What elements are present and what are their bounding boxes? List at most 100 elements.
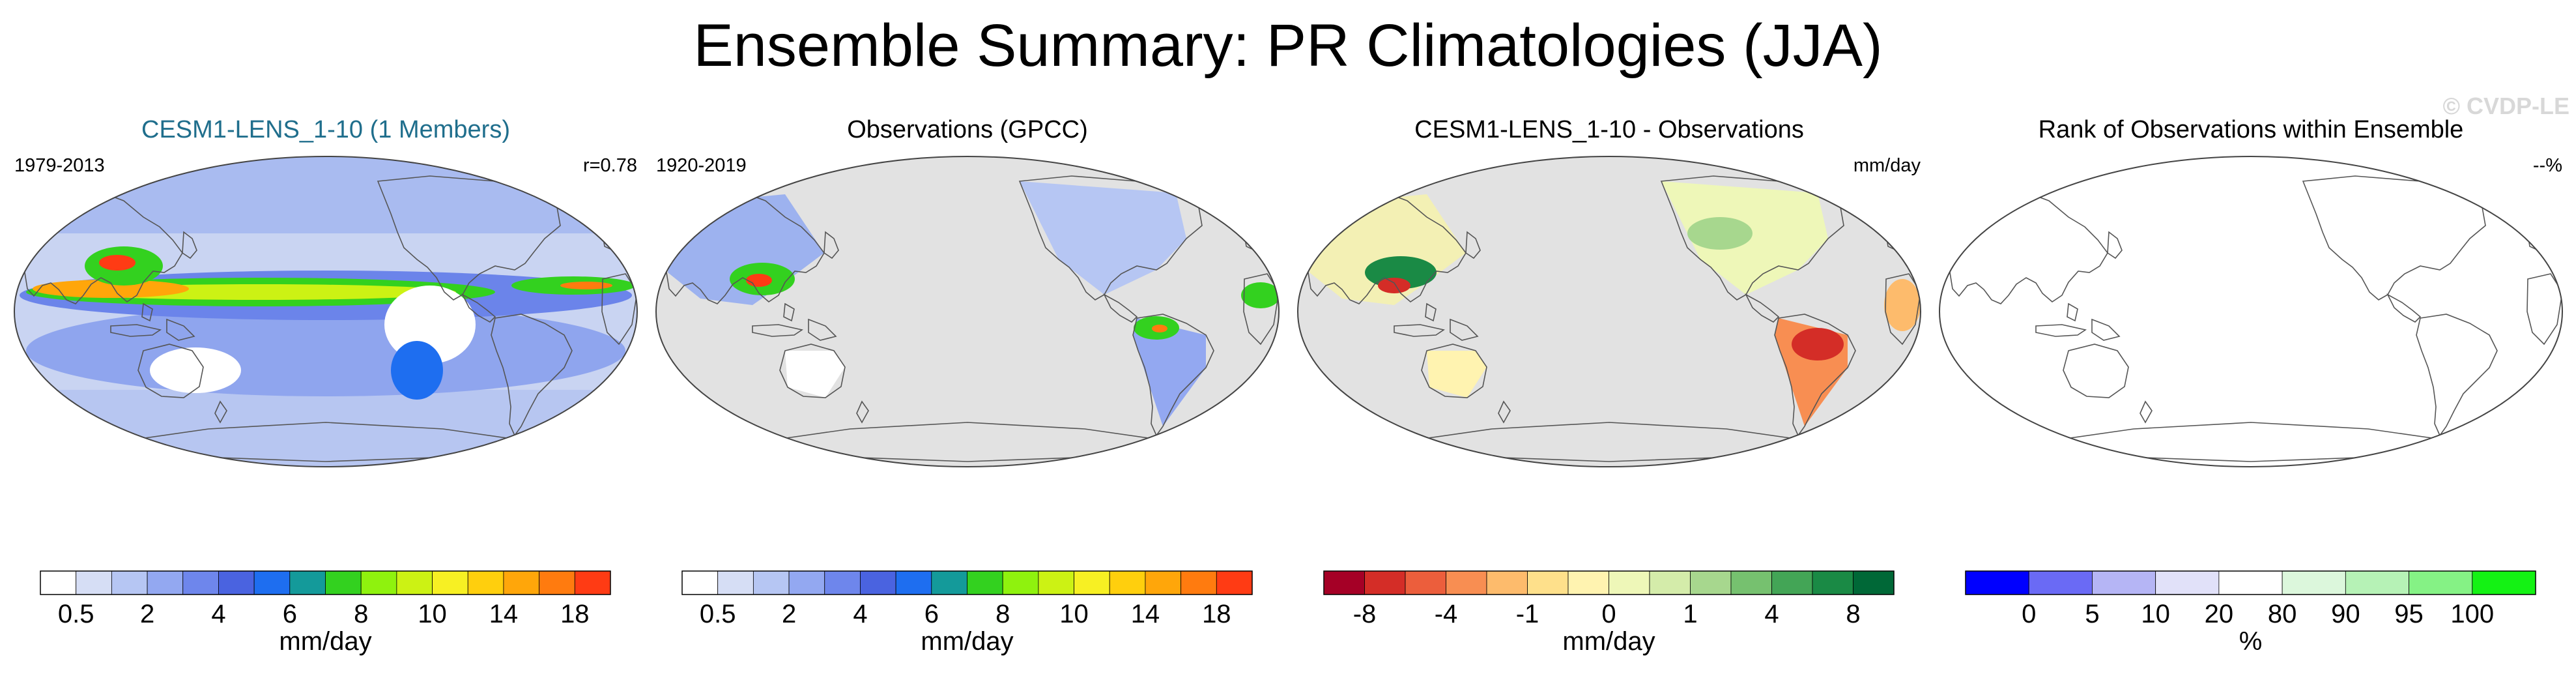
- colorbar-swatch: [895, 570, 932, 595]
- page-title: Ensemble Summary: PR Climatologies (JJA): [693, 12, 1883, 79]
- colorbar-tick-label: 4: [1764, 600, 1779, 628]
- colorbar-tick-label: 6: [282, 600, 297, 628]
- colorbar-swatch: [325, 570, 362, 595]
- colorbar-tick-label: 2: [139, 600, 155, 628]
- colorbar-tick-label: 4: [211, 600, 226, 628]
- colorbar-swatch: [967, 570, 1003, 595]
- colorbar-tick-label: 10: [2141, 600, 2170, 628]
- colorbar-swatch: [1853, 570, 1895, 595]
- colorbar-tick-label: -8: [1352, 600, 1377, 628]
- colorbar-tick-label: 20: [2204, 600, 2234, 628]
- colorbar: [1965, 570, 2536, 595]
- panel-title: Observations (GPCC): [847, 116, 1088, 143]
- watermark: © CVDP-LE: [2442, 93, 2569, 119]
- colorbar-tick-label: 95: [2394, 600, 2424, 628]
- colorbar-swatch: [40, 570, 77, 595]
- panel-corner-label: --%: [2532, 155, 2562, 176]
- colorbar-swatch: [432, 570, 468, 595]
- map-frame: [1939, 156, 2563, 467]
- colorbar-swatch: [360, 570, 397, 595]
- colorbar-swatch: [182, 570, 219, 595]
- colorbar-units-label: mm/day: [1562, 627, 1655, 656]
- colorbar: [40, 570, 611, 595]
- colorbar-swatch: [2472, 570, 2536, 595]
- colorbar-tick-label: 0.5: [57, 600, 94, 628]
- colorbar-swatch: [1446, 570, 1487, 595]
- colorbar-tick-label: 0: [2022, 600, 2037, 628]
- colorbar-tick-label: 100: [2450, 600, 2495, 628]
- colorbar-tick-label: 6: [924, 600, 939, 628]
- colorbar-swatch: [1038, 570, 1074, 595]
- colorbar-swatch: [76, 570, 112, 595]
- colorbar-tick-label: 18: [1202, 600, 1231, 628]
- colorbar-swatch: [1609, 570, 1650, 595]
- colorbar-tick-label: 5: [2085, 600, 2100, 628]
- colorbar-swatch: [2345, 570, 2409, 595]
- colorbar-tick-label: 10: [1059, 600, 1089, 628]
- colorbar-swatch: [1145, 570, 1182, 595]
- colorbar-swatch: [681, 570, 719, 595]
- colorbar-tick-label: -4: [1434, 600, 1458, 628]
- colorbar-swatch: [503, 570, 540, 595]
- colorbar-tick-label: 4: [853, 600, 868, 628]
- colorbar-tick-label: 1: [1683, 600, 1698, 628]
- colorbar-swatch: [931, 570, 967, 595]
- colorbar-units-label: mm/day: [921, 627, 1014, 656]
- colorbar-swatch: [2282, 570, 2346, 595]
- map-frame: [14, 156, 638, 467]
- colorbar-swatch: [2028, 570, 2093, 595]
- colorbar-tick-label: 8: [995, 600, 1010, 628]
- colorbar-swatch: [1486, 570, 1528, 595]
- colorbar-units-label: %: [2239, 627, 2263, 656]
- panel-period: 1920-2019: [656, 155, 747, 176]
- colorbar-swatch: [788, 570, 825, 595]
- world-map: [1939, 156, 2563, 467]
- colorbar-swatch: [1323, 570, 1365, 595]
- colorbar-swatch: [539, 570, 575, 595]
- colorbar-swatch: [1730, 570, 1772, 595]
- colorbar-tick-label: 2: [781, 600, 797, 628]
- panel-corner-label: r=0.78: [582, 155, 637, 176]
- colorbar-swatch: [1812, 570, 1853, 595]
- colorbar-swatch: [218, 570, 255, 595]
- colorbar-swatch: [860, 570, 896, 595]
- panel-title: Rank of Observations within Ensemble: [2038, 116, 2464, 143]
- colorbar: [681, 570, 1253, 595]
- map-frame: [655, 156, 1280, 467]
- map-frame: [1297, 156, 1921, 467]
- colorbar-swatch: [1109, 570, 1146, 595]
- colorbar-tick-label: 14: [489, 600, 519, 628]
- colorbar-swatch: [752, 570, 790, 595]
- colorbar-swatch: [1364, 570, 1406, 595]
- panel-corner-label: mm/day: [1853, 155, 1921, 176]
- colorbar-units-label: mm/day: [279, 627, 372, 656]
- colorbar-tick-label: 80: [2267, 600, 2297, 628]
- colorbar-swatch: [111, 570, 148, 595]
- colorbar-swatch: [1771, 570, 1813, 595]
- colorbar-swatch: [2092, 570, 2156, 595]
- colorbar-swatch: [824, 570, 861, 595]
- panel-period: 1979-2013: [14, 155, 105, 176]
- colorbar: [1323, 570, 1895, 595]
- colorbar-swatch: [289, 570, 326, 595]
- colorbar-swatch: [2155, 570, 2220, 595]
- colorbar-swatch: [253, 570, 291, 595]
- colorbar-tick-label: 8: [354, 600, 369, 628]
- panel-title: CESM1-LENS_1-10 - Observations: [1414, 116, 1804, 143]
- world-map: [655, 156, 1280, 467]
- colorbar-swatch: [1002, 570, 1039, 595]
- colorbar-tick-label: 90: [2331, 600, 2360, 628]
- colorbar-tick-label: 0.5: [699, 600, 736, 628]
- colorbar-swatch: [467, 570, 504, 595]
- world-map: [1297, 156, 1921, 467]
- panel-title: CESM1-LENS_1-10 (1 Members): [141, 116, 510, 143]
- colorbar-swatch: [1527, 570, 1569, 595]
- colorbar-swatch: [1965, 570, 2029, 595]
- colorbar-swatch: [1181, 570, 1217, 595]
- colorbar-swatch: [396, 570, 433, 595]
- colorbar-tick-label: -1: [1515, 600, 1539, 628]
- colorbar-swatch: [1405, 570, 1446, 595]
- colorbar-swatch: [717, 570, 754, 595]
- colorbar-tick-label: 14: [1130, 600, 1160, 628]
- colorbar-swatch: [1649, 570, 1691, 595]
